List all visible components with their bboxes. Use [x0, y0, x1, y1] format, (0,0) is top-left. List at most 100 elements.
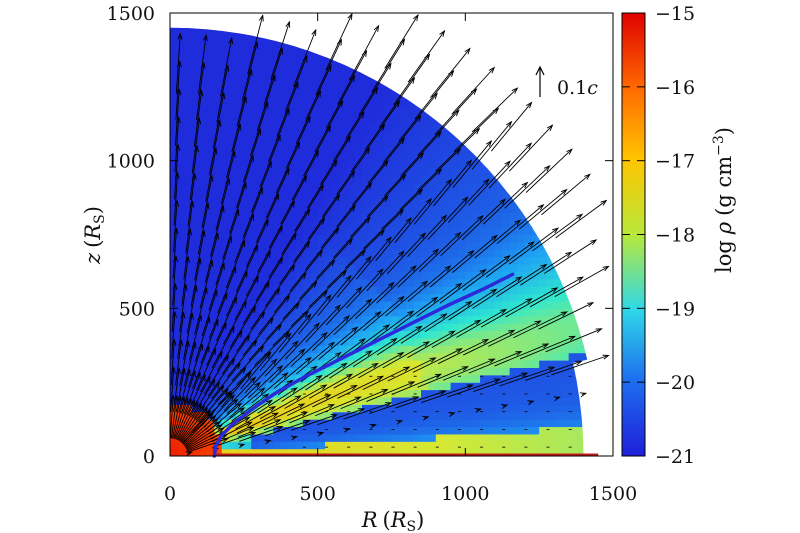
- density-cell: [517, 308, 525, 317]
- density-cell: [295, 197, 304, 206]
- density-cell: [280, 448, 289, 457]
- density-cell: [310, 300, 319, 309]
- density-cell: [243, 234, 252, 243]
- density-cell: [398, 116, 407, 125]
- density-cell: [502, 448, 511, 457]
- density-cell: [273, 315, 282, 324]
- velocity-arrowhead: [231, 398, 239, 405]
- density-cell: [347, 367, 356, 376]
- density-cell: [435, 249, 444, 258]
- velocity-arrow: [211, 326, 235, 369]
- density-cell: [413, 419, 422, 428]
- velocity-arrow: [293, 218, 325, 262]
- density-cell: [376, 160, 385, 169]
- velocity-arrowhead: [440, 214, 448, 221]
- density-cell: [369, 227, 378, 236]
- density-cell: [265, 345, 274, 354]
- density-cell: [494, 241, 503, 250]
- density-cell: [354, 271, 363, 280]
- density-cell: [295, 241, 304, 250]
- density-cell: [465, 404, 474, 413]
- density-cell: [184, 190, 193, 199]
- density-cell: [170, 448, 178, 457]
- density-cell: [502, 389, 511, 398]
- density-cell: [480, 382, 489, 391]
- velocity-arrow: [275, 142, 300, 194]
- velocity-arrow: [183, 372, 201, 415]
- density-cell: [443, 219, 452, 228]
- density-cell: [391, 219, 400, 228]
- velocity-arrow: [452, 140, 492, 188]
- density-cell: [457, 389, 466, 398]
- density-cell: [450, 337, 459, 346]
- density-cell: [229, 27, 238, 29]
- density-cell: [398, 197, 407, 206]
- density-cell: [251, 448, 260, 457]
- density-cell: [347, 86, 356, 95]
- density-cell: [517, 241, 525, 250]
- density-cell: [457, 160, 466, 169]
- velocity-arrow: [187, 438, 229, 453]
- velocity-arrow: [245, 219, 269, 268]
- density-cell: [280, 131, 289, 140]
- density-cell: [243, 404, 252, 413]
- density-cell: [332, 411, 341, 420]
- density-cell: [361, 168, 370, 177]
- density-cell: [177, 64, 186, 73]
- density-cell: [450, 123, 459, 132]
- density-cell: [457, 241, 466, 250]
- density-cell: [177, 204, 186, 213]
- density-cell: [251, 86, 260, 95]
- density-cell: [347, 160, 356, 169]
- density-cell: [302, 323, 311, 332]
- density-cell: [435, 441, 444, 450]
- density-cell: [325, 345, 334, 354]
- density-cell: [598, 441, 606, 449]
- density-cell: [339, 300, 348, 309]
- density-cell: [221, 168, 230, 177]
- density-cell: [384, 138, 393, 147]
- velocity-arrow: [212, 93, 225, 150]
- velocity-arrowhead: [365, 298, 373, 305]
- density-cell: [302, 86, 311, 95]
- density-cell: [258, 160, 267, 169]
- density-cell: [317, 433, 326, 442]
- density-cell: [214, 360, 223, 368]
- velocity-arrow: [417, 366, 468, 388]
- density-cell: [265, 286, 274, 295]
- velocity-arrow: [280, 176, 307, 225]
- density-cell: [280, 219, 289, 228]
- density-cell: [206, 293, 215, 302]
- density-cell: [494, 441, 503, 450]
- density-cell: [391, 175, 400, 184]
- density-cell: [288, 411, 297, 420]
- density-cell: [413, 300, 422, 309]
- density-cell: [443, 308, 452, 317]
- density-cell: [243, 323, 252, 332]
- density-cell: [339, 330, 348, 339]
- density-cell: [391, 264, 400, 273]
- x-tick-label: 0: [164, 483, 176, 505]
- density-cell: [546, 426, 555, 435]
- velocity-arrowhead: [568, 335, 577, 341]
- density-cell: [354, 330, 363, 339]
- density-cell: [251, 219, 260, 228]
- density-cell: [288, 249, 297, 258]
- density-cell: [206, 286, 215, 295]
- density-cell: [317, 308, 326, 317]
- density-cell: [354, 256, 363, 265]
- density-cell: [221, 345, 230, 354]
- velocity-arrowhead: [345, 274, 352, 282]
- density-cell: [384, 175, 393, 184]
- velocity-arrowhead: [520, 372, 529, 378]
- density-cell: [288, 123, 297, 132]
- density-cell: [546, 441, 555, 450]
- density-cell: [273, 330, 282, 339]
- density-cell: [170, 153, 178, 162]
- density-cell: [265, 352, 274, 361]
- density-cell: [170, 131, 178, 140]
- density-cell: [273, 278, 282, 287]
- density-cell: [310, 241, 319, 250]
- velocity-arrowhead: [397, 352, 405, 358]
- velocity-arrow: [285, 323, 320, 360]
